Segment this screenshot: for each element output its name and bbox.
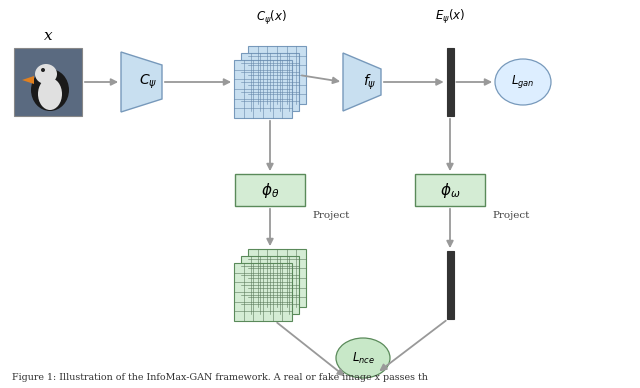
Text: $L_{nce}$: $L_{nce}$ — [351, 350, 374, 365]
Ellipse shape — [31, 69, 69, 111]
Bar — [14, 48, 82, 116]
Bar — [248, 249, 306, 307]
Bar — [234, 263, 292, 321]
Text: $C_{\psi}(x)$: $C_{\psi}(x)$ — [257, 9, 287, 27]
Text: $L_{gan}$: $L_{gan}$ — [511, 73, 535, 90]
Text: $E_{\psi}(x)$: $E_{\psi}(x)$ — [435, 8, 465, 26]
Bar — [447, 251, 454, 319]
Ellipse shape — [336, 338, 390, 378]
Circle shape — [41, 68, 45, 72]
Polygon shape — [121, 52, 162, 112]
Text: $C_{\psi}$: $C_{\psi}$ — [139, 73, 157, 91]
Bar — [235, 174, 305, 206]
Polygon shape — [22, 76, 34, 84]
Text: Project: Project — [492, 211, 529, 220]
Bar — [241, 256, 299, 314]
Ellipse shape — [38, 78, 62, 110]
Ellipse shape — [495, 59, 551, 105]
Bar — [234, 60, 292, 118]
Text: $\phi_{\omega}$: $\phi_{\omega}$ — [440, 180, 460, 199]
Bar — [447, 48, 454, 116]
Bar — [248, 46, 306, 104]
Polygon shape — [343, 53, 381, 111]
Text: Figure 1: Illustration of the InfoMax-GAN framework. A real or fake image x pass: Figure 1: Illustration of the InfoMax-GA… — [12, 374, 428, 383]
Bar — [415, 174, 485, 206]
Text: Project: Project — [312, 211, 349, 220]
Ellipse shape — [35, 64, 57, 84]
Text: x: x — [44, 29, 52, 43]
Bar — [241, 53, 299, 111]
Text: $\phi_{\theta}$: $\phi_{\theta}$ — [261, 180, 279, 199]
Text: $f_{\psi}$: $f_{\psi}$ — [364, 72, 377, 92]
